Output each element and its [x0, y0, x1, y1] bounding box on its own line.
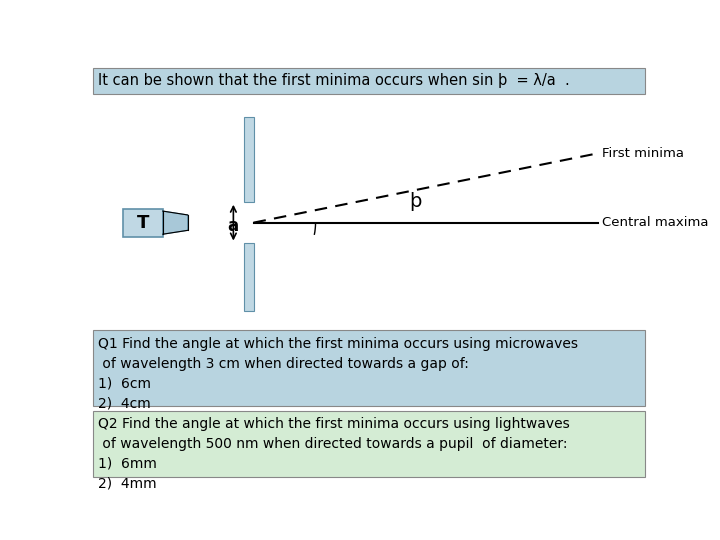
- Text: T: T: [137, 214, 149, 232]
- Text: First minima: First minima: [601, 147, 683, 160]
- Text: Central maxima: Central maxima: [601, 216, 708, 229]
- Text: ϸ: ϸ: [409, 192, 422, 211]
- FancyBboxPatch shape: [93, 68, 645, 94]
- Text: Q1 Find the angle at which the first minima occurs using microwaves
 of waveleng: Q1 Find the angle at which the first min…: [98, 336, 577, 411]
- Bar: [244, 117, 253, 202]
- Text: a: a: [227, 217, 238, 235]
- FancyBboxPatch shape: [93, 330, 645, 406]
- Polygon shape: [163, 211, 188, 234]
- FancyBboxPatch shape: [93, 410, 645, 477]
- Text: It can be shown that the first minima occurs when sin ϸ  = λ/a  .: It can be shown that the first minima oc…: [98, 73, 570, 89]
- Bar: [122, 209, 163, 237]
- Bar: [244, 244, 253, 311]
- Text: Q2 Find the angle at which the first minima occurs using lightwaves
 of waveleng: Q2 Find the angle at which the first min…: [98, 417, 570, 491]
